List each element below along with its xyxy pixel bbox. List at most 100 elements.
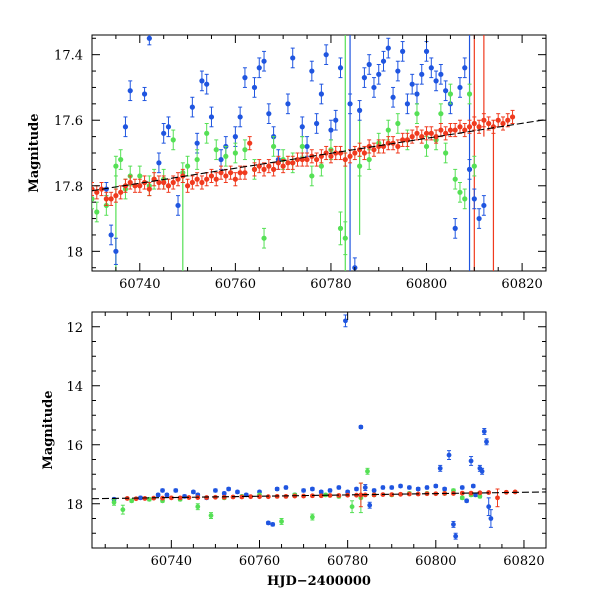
bottom-green-point-7	[208, 513, 214, 518]
top-y-tick-label: 17.6	[54, 114, 83, 129]
bottom-red-point-27	[358, 492, 364, 498]
top-red-point-30	[232, 176, 238, 182]
bottom-y-tick-label: 18	[66, 498, 83, 513]
bottom-axis-ticks: 60740 60760 60780 60800 60820 12 14 16 18	[66, 311, 547, 569]
top-blue-point-42	[366, 61, 372, 68]
top-red-point-55	[352, 150, 358, 156]
top-panel: 60740 60760 60780 60800 6082017.417.617.818 …	[27, 34, 547, 292]
top-green-point-27	[318, 163, 324, 169]
top-green-point-37	[414, 111, 420, 117]
top-green-point-19	[242, 147, 248, 153]
top-green-point-40	[438, 111, 444, 117]
bottom-blue-point-23	[318, 489, 324, 495]
top-green-point-45	[462, 196, 468, 202]
top-green-point-31	[357, 163, 363, 169]
top-blue-point-57	[438, 71, 444, 77]
top-green-point-3	[113, 163, 119, 169]
bottom-red-point-41	[477, 490, 483, 496]
top-green-point-13	[184, 163, 191, 169]
bottom-y-tick-label: 12	[66, 321, 83, 336]
top-blue-point-48	[395, 68, 401, 74]
top-blue-point-20	[242, 75, 248, 81]
top-red-point-4	[108, 196, 114, 202]
top-blue-point-33	[318, 91, 324, 97]
bottom-blue-point-36	[406, 485, 412, 490]
bottom-blue-point-49	[473, 492, 478, 498]
bottom-green-point-25	[459, 495, 465, 501]
bottom-blue-point-6	[182, 493, 187, 499]
top-blue-point-30	[304, 143, 310, 150]
top-blue-point-5	[141, 91, 148, 97]
bottom-green-point-6	[195, 504, 201, 510]
bottom-red-point-1	[133, 496, 139, 502]
top-red-point-59	[371, 147, 377, 153]
bottom-red-point-31	[389, 492, 395, 498]
top-red-point-29	[227, 170, 234, 176]
top-red-point-83	[486, 120, 492, 127]
bottom-red-point-5	[168, 495, 174, 501]
top-red-point-54	[347, 153, 353, 159]
bottom-blue-point-44	[453, 533, 459, 539]
top-red-point-34	[251, 166, 258, 172]
bottom-blue-point-25	[336, 485, 342, 490]
top-blue-point-15	[208, 114, 215, 120]
bottom-blue-point-24	[327, 488, 333, 493]
bottom-y-tick-label: 14	[66, 380, 83, 395]
top-red-point-85	[495, 117, 501, 123]
top-x-tick-label: 60760	[215, 277, 256, 292]
top-red-point-17	[170, 179, 176, 186]
top-red-point-47	[314, 156, 320, 163]
top-blue-point-43	[371, 84, 377, 91]
top-blue-point-16	[218, 156, 224, 163]
top-red-point-65	[400, 137, 406, 143]
top-green-point-15	[204, 130, 210, 136]
bottom-blue-point-41	[442, 486, 448, 492]
top-green-point-7	[137, 173, 143, 179]
top-blue-point-34	[323, 52, 329, 58]
top-green-point-38	[423, 143, 430, 150]
top-red-point-60	[376, 143, 382, 150]
top-blue-point-4	[127, 88, 133, 94]
top-blue-point-44	[376, 71, 382, 77]
bottom-blue-point-5	[173, 488, 179, 493]
top-blue-point-24	[266, 111, 272, 117]
top-green-point-26	[309, 173, 315, 179]
top-red-point-6	[118, 189, 124, 195]
top-red-point-87	[505, 117, 511, 123]
top-blue-point-62	[462, 65, 468, 71]
top-blue-point-11	[189, 104, 195, 110]
top-red-point-23	[199, 179, 205, 186]
top-red-point-64	[395, 143, 401, 150]
top-red-point-56	[357, 147, 363, 153]
top-red-point-14	[156, 179, 162, 186]
top-blue-point-8	[161, 130, 167, 136]
top-green-point-47	[471, 163, 477, 169]
top-red-point-77	[457, 124, 463, 130]
top-blue-point-22	[256, 65, 262, 71]
bottom-blue-point-30	[362, 485, 368, 490]
top-y-tick-label: 17.4	[54, 49, 83, 64]
top-red-point-45	[304, 156, 310, 163]
top-red-point-67	[409, 134, 415, 140]
top-red-point-33	[247, 140, 253, 146]
bottom-blue-point-47	[468, 458, 474, 464]
top-green-point-25	[299, 143, 305, 150]
top-blue-point-28	[290, 55, 296, 61]
top-y-tick-label: 17.8	[54, 180, 83, 195]
bottom-plot-area	[92, 314, 546, 540]
top-red-point-75	[447, 127, 454, 133]
bottom-y-axis-label: Magnitude	[41, 390, 56, 469]
top-blue-point-18	[232, 134, 238, 140]
bottom-blue-point-19	[283, 485, 289, 490]
top-green-point-17	[223, 153, 229, 159]
bottom-blue-point-54	[486, 504, 492, 510]
top-blue-point-61	[457, 84, 463, 91]
top-red-point-68	[414, 130, 420, 136]
top-red-point-22	[194, 176, 200, 182]
bottom-green-point-16	[349, 504, 355, 510]
top-green-point-46	[466, 91, 473, 97]
top-red-point-74	[443, 130, 449, 136]
top-green-point-43	[452, 176, 458, 182]
top-blue-point-1	[108, 232, 114, 238]
top-red-point-41	[285, 160, 291, 166]
